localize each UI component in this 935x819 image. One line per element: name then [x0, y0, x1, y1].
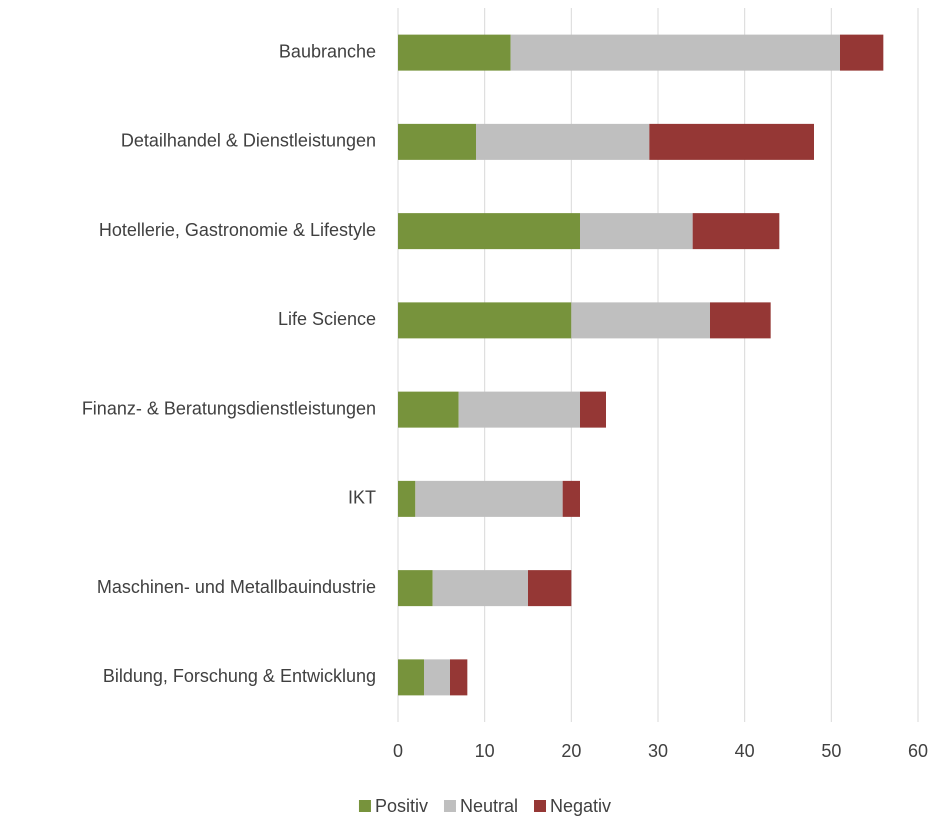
x-tick-label: 20 — [561, 741, 581, 761]
legend-label: Negativ — [550, 796, 611, 816]
bar-segment — [398, 123, 476, 160]
y-tick-label: Detailhandel & Dienstleistungen — [121, 131, 376, 151]
bar-segment — [710, 302, 771, 339]
bar-segment — [562, 480, 580, 517]
x-tick-label: 0 — [393, 741, 403, 761]
bar-segment — [398, 480, 416, 517]
bar-segment — [432, 570, 528, 607]
y-tick-label: Maschinen- und Metallbauindustrie — [97, 577, 376, 597]
bar-segment — [692, 213, 780, 250]
bar-segment — [528, 570, 572, 607]
bar-segment — [580, 213, 693, 250]
legend-swatch — [443, 800, 456, 812]
x-tick-label: 10 — [475, 741, 495, 761]
y-tick-label: Life Science — [278, 309, 376, 329]
x-tick-label: 60 — [908, 741, 928, 761]
bar-segment — [510, 34, 840, 71]
bar-segment — [450, 659, 468, 696]
legend-label: Positiv — [375, 796, 428, 816]
bar-segment — [840, 34, 884, 71]
bar-segment — [476, 123, 650, 160]
bar-segment — [398, 302, 572, 339]
legend-swatch — [534, 800, 547, 812]
x-tick-label: 50 — [821, 741, 841, 761]
bar-segment — [649, 123, 814, 160]
x-tick-label: 40 — [735, 741, 755, 761]
bar-segment — [398, 213, 580, 250]
bar-segment — [398, 391, 459, 428]
y-tick-label: IKT — [348, 488, 376, 508]
bar-segment — [398, 570, 433, 607]
legend-label: Neutral — [460, 796, 518, 816]
y-tick-label: Finanz- & Beratungsdienstleistungen — [82, 398, 376, 418]
bar-segment — [398, 34, 511, 71]
y-tick-label: Hotellerie, Gastronomie & Lifestyle — [99, 220, 376, 240]
bar-segment — [415, 480, 563, 517]
legend-swatch — [358, 800, 371, 812]
bar-segment — [580, 391, 606, 428]
y-tick-label: Bildung, Forschung & Entwicklung — [103, 666, 376, 686]
bar-segment — [424, 659, 450, 696]
x-tick-label: 30 — [648, 741, 668, 761]
bar-segment — [458, 391, 580, 428]
y-tick-label: Baubranche — [279, 41, 376, 61]
bar-segment — [398, 659, 424, 696]
bar-segment — [571, 302, 710, 339]
